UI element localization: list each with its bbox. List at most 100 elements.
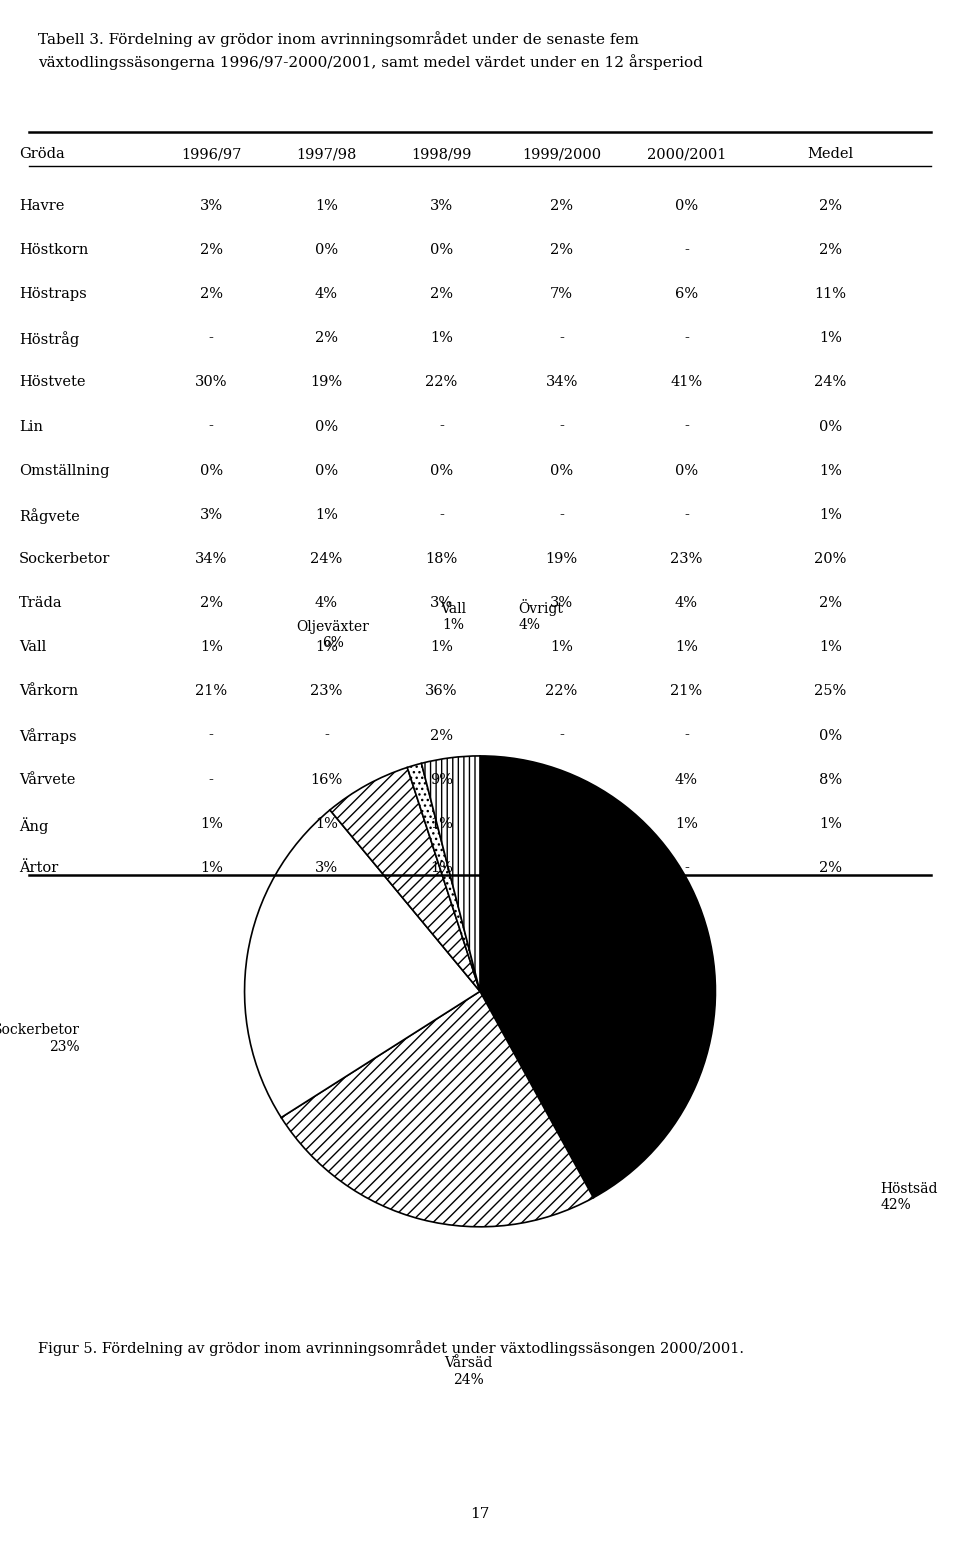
Text: 1%: 1% [430, 640, 453, 654]
Text: 23%: 23% [670, 551, 703, 565]
Text: -: - [684, 508, 689, 522]
Text: -: - [208, 773, 214, 787]
Text: 3%: 3% [550, 773, 573, 787]
Text: -: - [208, 728, 214, 742]
Text: 2%: 2% [550, 198, 573, 212]
Text: växtodlingssäsongerna 1996/97-2000/2001, samt medel värdet under en 12 årsperiod: växtodlingssäsongerna 1996/97-2000/2001,… [38, 54, 704, 70]
Text: Figur 5. Fördelning av grödor inom avrinningsområdet under växtodlingssäsongen 2: Figur 5. Fördelning av grödor inom avrin… [38, 1340, 744, 1355]
Text: 22%: 22% [425, 375, 458, 389]
Text: 2%: 2% [315, 331, 338, 345]
Text: 1%: 1% [430, 816, 453, 830]
Text: 2%: 2% [200, 596, 223, 610]
Text: Havre: Havre [19, 198, 64, 212]
Text: -: - [439, 420, 444, 434]
Text: Höstvete: Höstvete [19, 375, 85, 389]
Text: Lin: Lin [19, 420, 43, 434]
Text: -: - [559, 331, 564, 345]
Text: 18%: 18% [425, 551, 458, 565]
Text: 7%: 7% [550, 287, 573, 301]
Text: 2%: 2% [819, 198, 842, 212]
Text: 1%: 1% [819, 508, 842, 522]
Text: Äng: Äng [19, 816, 49, 833]
Text: Träda: Träda [19, 596, 62, 610]
Text: 19%: 19% [545, 551, 578, 565]
Text: 30%: 30% [195, 375, 228, 389]
Text: 11%: 11% [814, 287, 847, 301]
Wedge shape [421, 756, 480, 991]
Text: 19%: 19% [310, 375, 343, 389]
Text: Sockerbetor
23%: Sockerbetor 23% [0, 1024, 80, 1053]
Text: 22%: 22% [545, 685, 578, 699]
Text: 1998/99: 1998/99 [412, 147, 471, 161]
Text: 0%: 0% [430, 463, 453, 477]
Text: Höstkorn: Höstkorn [19, 243, 88, 257]
Wedge shape [330, 767, 480, 991]
Text: 34%: 34% [545, 375, 578, 389]
Text: 3%: 3% [430, 596, 453, 610]
Text: 24%: 24% [310, 551, 343, 565]
Text: -: - [559, 728, 564, 742]
Text: 16%: 16% [310, 773, 343, 787]
Text: Höstråg: Höstråg [19, 331, 80, 347]
Text: 41%: 41% [670, 375, 703, 389]
Text: Omställning: Omställning [19, 463, 109, 477]
Text: 0%: 0% [315, 463, 338, 477]
Text: 4%: 4% [675, 596, 698, 610]
Wedge shape [480, 756, 715, 1197]
Text: 0%: 0% [315, 420, 338, 434]
Text: 0%: 0% [675, 463, 698, 477]
Text: 1%: 1% [675, 640, 698, 654]
Text: Höstraps: Höstraps [19, 287, 87, 301]
Text: 1%: 1% [200, 861, 223, 875]
Text: 1%: 1% [200, 640, 223, 654]
Wedge shape [407, 764, 480, 991]
Text: 4%: 4% [675, 773, 698, 787]
Text: 9%: 9% [430, 773, 453, 787]
Text: 2%: 2% [819, 596, 842, 610]
Text: Vall: Vall [19, 640, 46, 654]
Text: -: - [559, 420, 564, 434]
Text: 1%: 1% [550, 816, 573, 830]
Text: 0%: 0% [819, 420, 842, 434]
Text: 0%: 0% [675, 198, 698, 212]
Text: 0%: 0% [315, 243, 338, 257]
Text: 1%: 1% [315, 508, 338, 522]
Text: 36%: 36% [425, 685, 458, 699]
Text: 1%: 1% [430, 331, 453, 345]
Text: 6%: 6% [550, 861, 573, 875]
Text: 1%: 1% [550, 640, 573, 654]
Text: 17: 17 [470, 1507, 490, 1521]
Text: 2%: 2% [819, 243, 842, 257]
Text: 20%: 20% [814, 551, 847, 565]
Text: -: - [439, 508, 444, 522]
Text: 1%: 1% [315, 640, 338, 654]
Text: 1%: 1% [819, 816, 842, 830]
Text: -: - [684, 861, 689, 875]
Text: 34%: 34% [195, 551, 228, 565]
Text: Övrigt
4%: Övrigt 4% [518, 599, 564, 632]
Text: 4%: 4% [315, 287, 338, 301]
Text: 1997/98: 1997/98 [297, 147, 356, 161]
Text: Oljeväxter
6%: Oljeväxter 6% [297, 620, 370, 651]
Text: Höstsäd
42%: Höstsäd 42% [880, 1182, 938, 1213]
Text: 1%: 1% [675, 816, 698, 830]
Text: 3%: 3% [315, 861, 338, 875]
Text: 2%: 2% [200, 287, 223, 301]
Text: -: - [208, 331, 214, 345]
Text: -: - [684, 243, 689, 257]
Text: 1%: 1% [819, 331, 842, 345]
Text: 0%: 0% [819, 728, 842, 742]
Text: 2%: 2% [200, 243, 223, 257]
Text: 4%: 4% [315, 596, 338, 610]
Text: 2%: 2% [430, 287, 453, 301]
Text: 21%: 21% [195, 685, 228, 699]
Text: Vårraps: Vårraps [19, 728, 77, 745]
Text: Vårkorn: Vårkorn [19, 685, 79, 699]
Text: 3%: 3% [430, 198, 453, 212]
Text: 1%: 1% [315, 816, 338, 830]
Wedge shape [245, 810, 480, 1117]
Text: 0%: 0% [430, 243, 453, 257]
Text: Vall
1%: Vall 1% [441, 603, 467, 632]
Text: 1%: 1% [819, 640, 842, 654]
Text: 2%: 2% [430, 728, 453, 742]
